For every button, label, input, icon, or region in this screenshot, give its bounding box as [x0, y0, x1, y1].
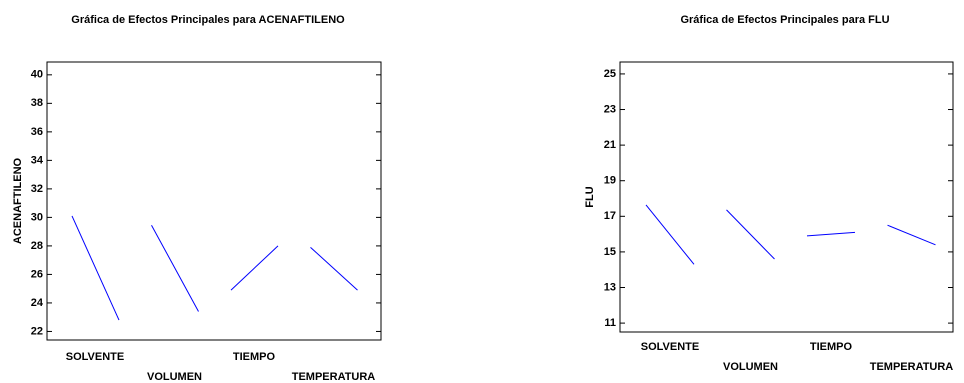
- y-tick-label: 30: [31, 211, 43, 223]
- y-tick-label: 24: [31, 297, 44, 309]
- effect-line: [71, 215, 120, 321]
- factor-label: TEMPERATURA: [292, 371, 376, 383]
- y-tick-label: 21: [604, 139, 616, 151]
- y-tick-label: 32: [31, 183, 43, 195]
- factor-label: TEMPERATURA: [870, 361, 954, 373]
- plot-frame: [619, 61, 954, 333]
- effect-line: [645, 204, 695, 265]
- y-tick-label: 38: [31, 97, 43, 109]
- y-tick-label: 28: [31, 240, 43, 252]
- factor-label: TIEMPO: [233, 351, 276, 363]
- effect-line: [726, 209, 775, 260]
- y-tick-label: 25: [604, 68, 616, 80]
- y-tick-label: 26: [31, 268, 43, 280]
- effect-line: [310, 246, 358, 291]
- y-tick-label: 17: [604, 210, 616, 222]
- y-tick-label: 15: [604, 246, 616, 258]
- chart-title: Gráfica de Efectos Principales para ACEN…: [71, 14, 345, 26]
- plot-frame: [46, 61, 382, 341]
- y-tick-label: 23: [604, 103, 616, 115]
- y-tick-label: 11: [604, 317, 616, 329]
- effect-line: [151, 224, 199, 312]
- y-tick-label: 34: [31, 154, 44, 166]
- factor-label: SOLVENTE: [641, 341, 699, 353]
- y-axis-label: ACENAFTILENO: [12, 157, 24, 244]
- chart-title: Gráfica de Efectos Principales para FLU: [680, 14, 889, 26]
- effect-line: [887, 224, 936, 246]
- y-tick-label: 19: [604, 175, 616, 187]
- y-tick-label: 22: [31, 325, 43, 337]
- y-tick-label: 36: [31, 126, 43, 138]
- factor-label: TIEMPO: [810, 341, 853, 353]
- effect-line: [230, 245, 279, 291]
- factor-label: VOLUMEN: [147, 371, 202, 383]
- effect-line: [806, 231, 856, 237]
- y-axis-label: FLU: [584, 186, 596, 207]
- factor-label: SOLVENTE: [66, 351, 124, 363]
- factor-label: VOLUMEN: [723, 361, 778, 373]
- y-tick-label: 13: [604, 281, 616, 293]
- y-tick-label: 40: [31, 69, 43, 81]
